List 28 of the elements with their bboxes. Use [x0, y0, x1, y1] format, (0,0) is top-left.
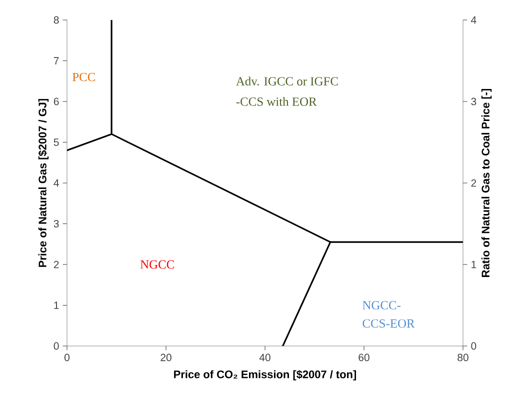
y-tick-label: 4 — [54, 179, 59, 187]
annotation: CCS-EOR — [362, 319, 415, 328]
y-tick-label: 5 — [54, 138, 59, 146]
annotation: NGCC- — [362, 301, 401, 310]
y2-tick-label: 1 — [472, 260, 476, 268]
y-tick-label: 8 — [54, 16, 59, 24]
y-tick-label: 0 — [54, 342, 59, 350]
x-tick-label: 0 — [64, 354, 70, 362]
annotation: NGCC — [140, 260, 174, 269]
x-tick-label: 40 — [259, 354, 270, 362]
y-tick-label: 1 — [54, 302, 59, 309]
y-tick-label: 6 — [54, 98, 59, 106]
annotation: -CCS with EOR — [236, 97, 317, 106]
y-tick-label: 2 — [54, 260, 59, 268]
annotation: Adv. IGCC or IGFC — [236, 76, 338, 86]
x-axis-title: Price of CO₂ Emission [$2007 / ton] — [174, 370, 356, 380]
annotation: PCC — [72, 72, 96, 82]
x-tick-label: 80 — [458, 354, 468, 362]
y2-tick-label: 3 — [471, 98, 476, 106]
y2-tick-label: 2 — [471, 179, 476, 187]
y2-tick-label: 0 — [471, 342, 476, 350]
y-tick-label: 3 — [54, 220, 59, 228]
x-tick-label: 20 — [160, 354, 172, 362]
y-axis-title: Price of Natural Gas [$2007 / GJ] — [38, 98, 49, 267]
y2-axis-title: Ratio of Natural Gas to Coal Price [-] — [481, 88, 492, 277]
x-tick-label: 60 — [358, 354, 370, 362]
y-tick-label: 7 — [54, 57, 59, 64]
y2-tick-label: 4 — [471, 16, 476, 24]
